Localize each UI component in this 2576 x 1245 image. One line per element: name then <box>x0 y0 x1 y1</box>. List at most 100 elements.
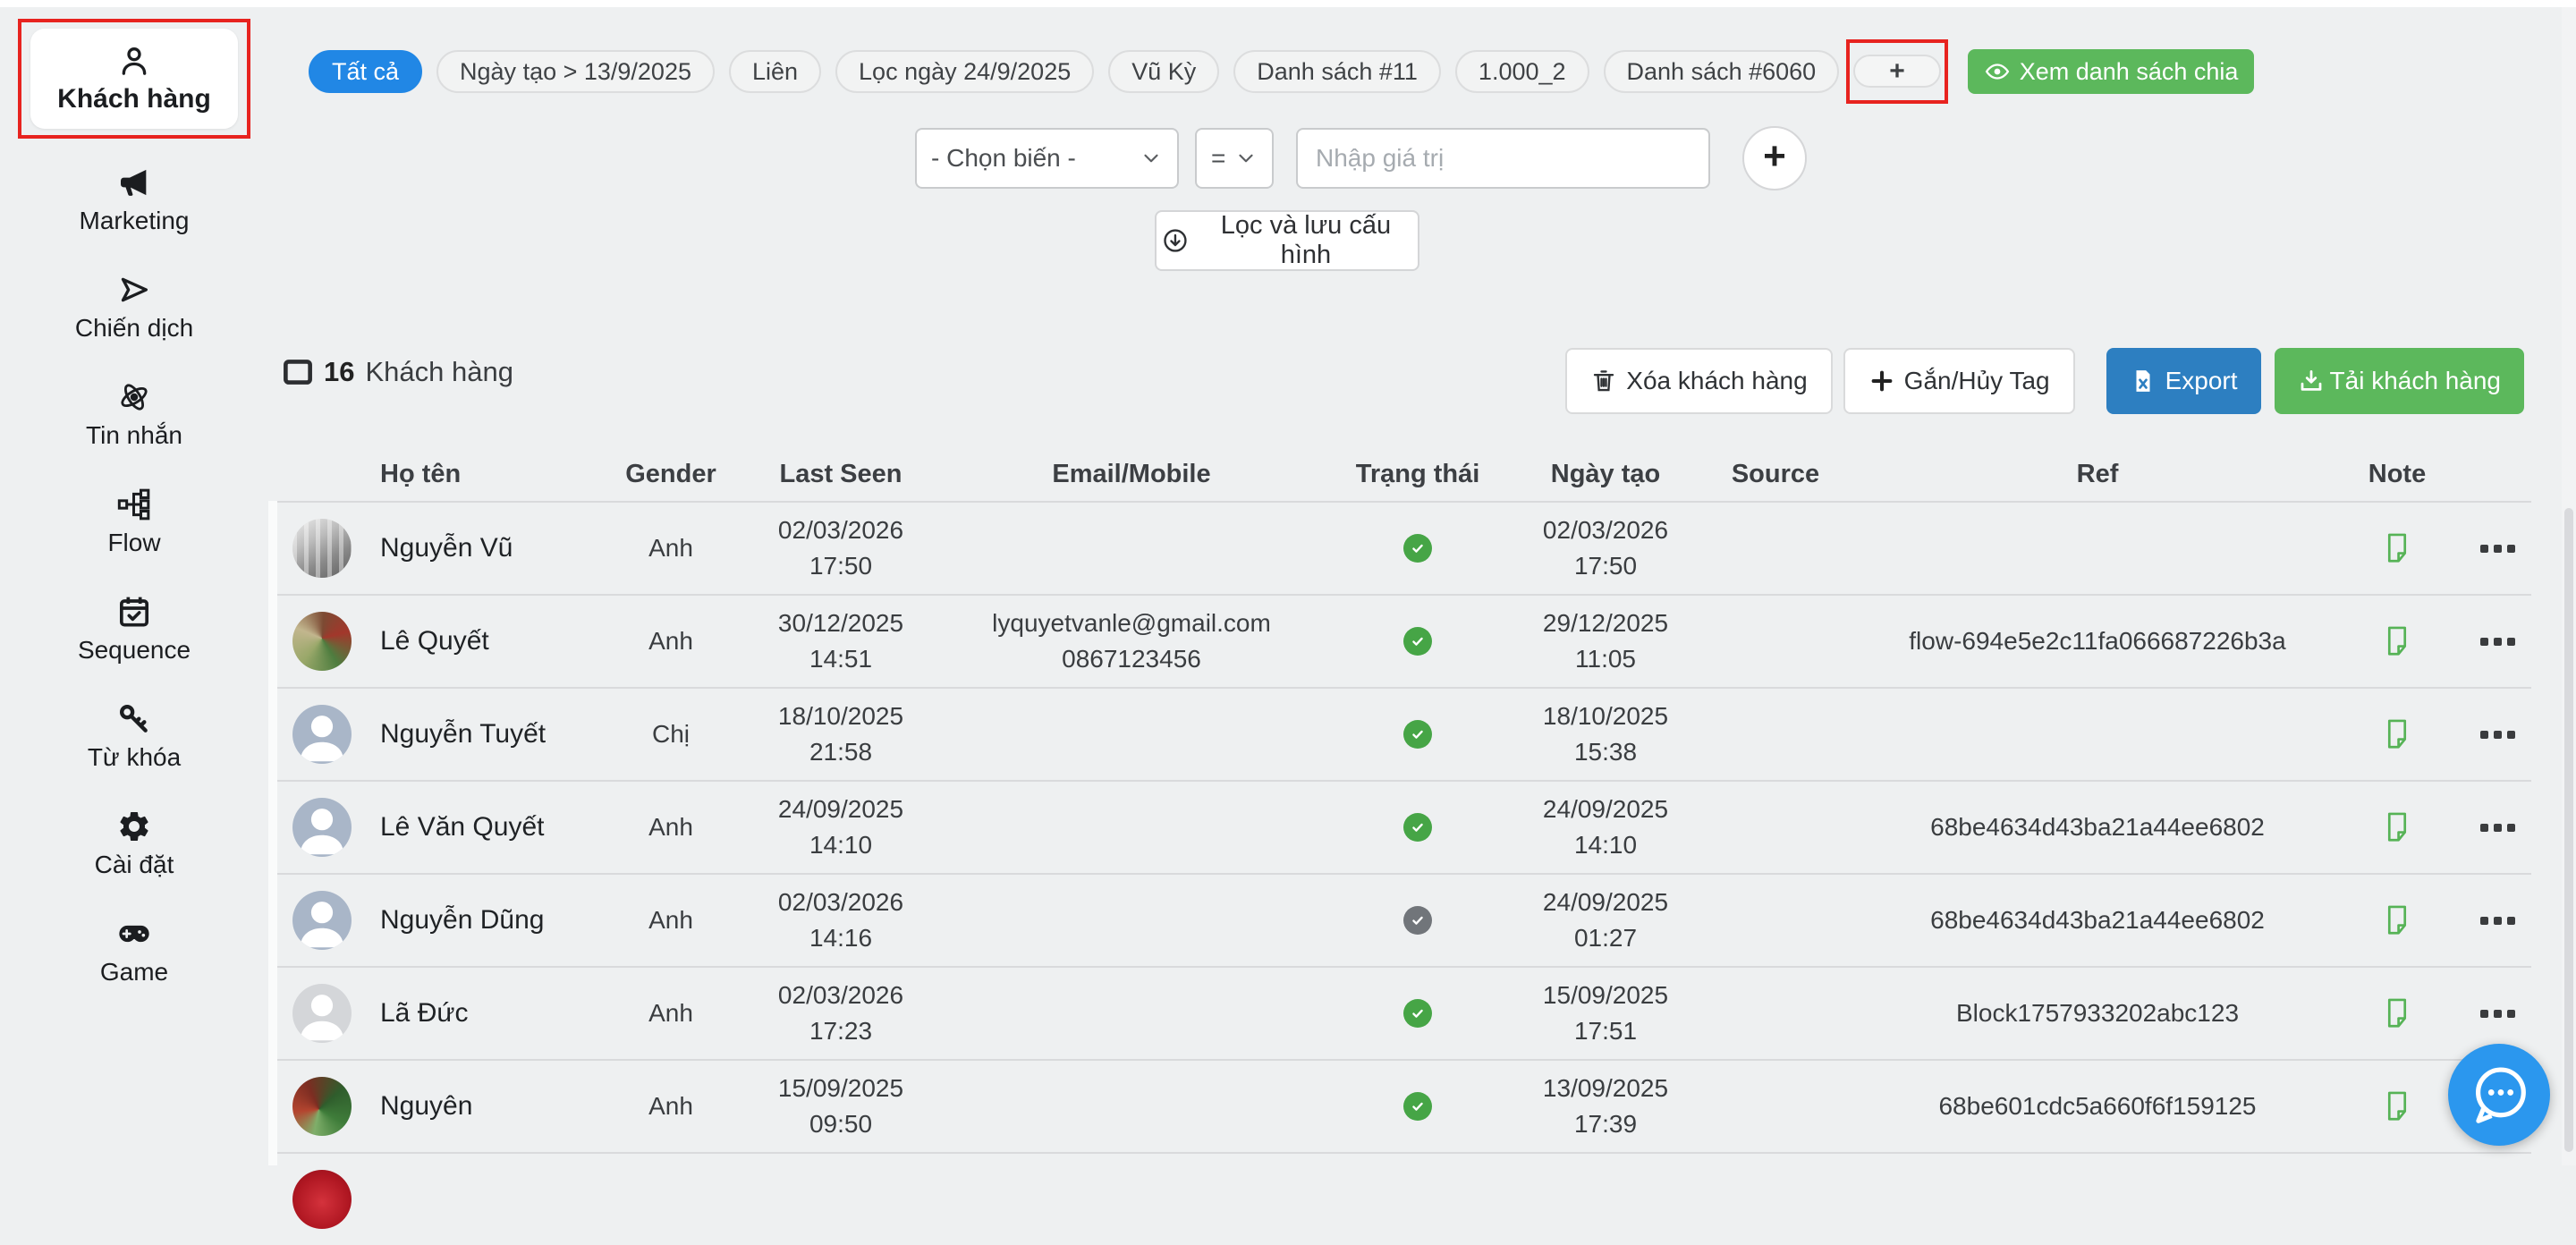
sidebar-item-label: Khách hàng <box>57 84 211 114</box>
sidebar-item-messages[interactable]: Tin nhắn <box>86 379 182 449</box>
sidebar-item-sequence[interactable]: Sequence <box>78 594 191 664</box>
chip-filter-date[interactable]: Lọc ngày 24/9/2025 <box>835 50 1095 93</box>
created-at: 15/09/2025 17:51 <box>1542 981 1669 1045</box>
header-ref: Ref <box>2076 459 2119 488</box>
calendar-check-icon <box>116 594 152 630</box>
header-source: Source <box>1731 459 1820 488</box>
sidebar-item-campaign[interactable]: Chiến dịch <box>75 272 193 342</box>
row-menu-button[interactable] <box>2464 730 2531 739</box>
row-menu-button[interactable] <box>2464 916 2531 925</box>
customer-name[interactable]: Nguyễn Tuyết <box>380 719 547 749</box>
chip-list-11[interactable]: Danh sách #11 <box>1233 50 1441 93</box>
sidebar-item-label: Flow <box>107 529 161 556</box>
view-shared-list-button[interactable]: Xem danh sách chia <box>1967 49 2255 94</box>
arrow-circle-down-icon <box>1164 229 1187 252</box>
export-button[interactable]: Export <box>2106 348 2261 414</box>
status-check-icon <box>1403 906 1432 935</box>
paper-plane-icon <box>116 272 152 308</box>
sidebar-item-customers[interactable]: Khách hàng <box>30 29 238 129</box>
created-at: 13/09/2025 17:39 <box>1542 1074 1669 1138</box>
created-at: 29/12/2025 11:05 <box>1542 609 1669 673</box>
delete-customers-button[interactable]: Xóa khách hàng <box>1565 348 1833 414</box>
avatar <box>292 891 352 950</box>
ref-value: Block1757933202abc123 <box>1955 999 2240 1027</box>
sidebar-item-flow[interactable]: Flow <box>107 487 161 556</box>
download-customers-button[interactable]: Tải khách hàng <box>2274 348 2524 414</box>
customer-name[interactable]: Lã Đức <box>380 998 469 1028</box>
table-actions: Xóa khách hàng Gắn/Hủy Tag Export Tải kh… <box>1565 348 2524 414</box>
table-row: Nguyễn Dũng Anh 02/03/2026 14:16 24/09/20… <box>268 873 2531 966</box>
last-seen: 02/03/2026 17:50 <box>777 516 904 580</box>
eye-icon <box>1985 64 2009 80</box>
chip-list-6060[interactable]: Danh sách #6060 <box>1603 50 1840 93</box>
header-gender: Gender <box>625 459 716 488</box>
customer-gender: Anh <box>648 999 693 1027</box>
scrollbar-thumb[interactable] <box>2564 508 2573 1152</box>
sidebar-item-keywords[interactable]: Từ khóa <box>88 701 181 771</box>
row-menu-button[interactable] <box>2464 1009 2531 1018</box>
avatar <box>292 519 352 578</box>
variable-select[interactable]: - Chọn biến - <box>915 128 1179 189</box>
chip-vu-ky[interactable]: Vũ Kỳ <box>1108 50 1220 93</box>
header-status: Trạng thái <box>1355 459 1480 488</box>
table-row: Lê Quyết Anh 30/12/2025 14:51 lyquyetvanl… <box>268 594 2531 687</box>
last-seen: 02/03/2026 14:16 <box>777 888 904 952</box>
sidebar-item-marketing[interactable]: Marketing <box>80 165 189 234</box>
chip-all[interactable]: Tất cả <box>309 50 423 93</box>
customer-name[interactable]: Nguyễn Dũng <box>380 905 545 935</box>
sidebar-item-label: Cài đặt <box>94 851 174 878</box>
row-menu-button[interactable] <box>2464 544 2531 553</box>
note-icon[interactable] <box>2380 901 2414 940</box>
chip-1000-2[interactable]: 1.000_2 <box>1454 50 1589 93</box>
last-seen: 02/03/2026 17:23 <box>777 981 904 1045</box>
note-icon[interactable] <box>2380 622 2414 661</box>
filter-and-save-button[interactable]: Lọc và lưu cấu hình <box>1155 210 1419 271</box>
row-menu-button[interactable] <box>2464 637 2531 646</box>
ref-value: 68be601cdc5a660f6f159125 <box>1938 1092 2257 1120</box>
email-mobile: lyquyetvanle@gmail.com 0867123456 <box>992 609 1271 673</box>
status-check-icon <box>1403 627 1432 656</box>
customer-name[interactable]: Nguyễn Vũ <box>380 533 513 563</box>
sidebar-item-label: Game <box>99 958 169 986</box>
customer-count: 16 Khách hàng <box>283 356 513 388</box>
note-icon[interactable] <box>2380 715 2414 754</box>
chat-fab-button[interactable] <box>2448 1044 2550 1146</box>
table-header-row: Họ tên Gender Last Seen Email/Mobile Trạ… <box>268 447 2531 501</box>
vertical-scrollbar[interactable] <box>2562 7 2576 1165</box>
value-input[interactable] <box>1296 128 1710 189</box>
customer-name[interactable]: Lê Văn Quyết <box>380 812 545 842</box>
tag-untag-button[interactable]: Gắn/Hủy Tag <box>1843 348 2075 414</box>
note-icon[interactable] <box>2380 1087 2414 1126</box>
add-condition-button[interactable]: + <box>1742 126 1807 191</box>
note-icon[interactable] <box>2380 994 2414 1033</box>
table-row: Nguyễn Tuyết Chị 18/10/2025 21:58 18/10/2… <box>268 687 2531 780</box>
key-icon <box>116 701 152 737</box>
customer-gender: Anh <box>648 534 693 562</box>
customers-table: Họ tên Gender Last Seen Email/Mobile Trạ… <box>268 447 2531 1245</box>
header-note: Note <box>2368 459 2427 488</box>
status-check-icon <box>1403 720 1432 749</box>
flow-chart-icon <box>116 487 152 522</box>
row-menu-button[interactable] <box>2464 823 2531 832</box>
customer-name[interactable]: Nguyên <box>380 1091 473 1121</box>
header-created: Ngày tạo <box>1550 459 1661 488</box>
customer-name[interactable]: Lê Quyết <box>380 626 489 656</box>
avatar <box>292 612 352 671</box>
sidebar-item-game[interactable]: Game <box>100 916 168 986</box>
sidebar-item-label: Từ khóa <box>87 743 182 771</box>
note-icon[interactable] <box>2380 529 2414 568</box>
operator-select[interactable]: = <box>1195 128 1274 189</box>
note-icon[interactable] <box>2380 808 2414 847</box>
created-at: 18/10/2025 15:38 <box>1542 702 1669 766</box>
customer-gender: Anh <box>648 813 693 841</box>
chip-lien[interactable]: Liên <box>728 50 822 93</box>
window-icon <box>284 360 312 385</box>
sidebar-item-settings[interactable]: Cài đặt <box>95 809 174 878</box>
customer-gender: Chị <box>651 720 690 748</box>
chip-created-date[interactable]: Ngày tạo > 13/9/2025 <box>436 50 715 93</box>
created-at: 24/09/2025 01:27 <box>1542 888 1669 952</box>
table-row: Nguyễn Vũ Anh 02/03/2026 17:50 02/03/2026… <box>268 501 2531 594</box>
filter-chips-row: Tất cả Ngày tạo > 13/9/2025 Liên Lọc ngà… <box>309 39 2255 104</box>
add-filter-chip-button[interactable]: + <box>1853 55 1941 88</box>
header-name: Họ tên <box>380 459 462 488</box>
